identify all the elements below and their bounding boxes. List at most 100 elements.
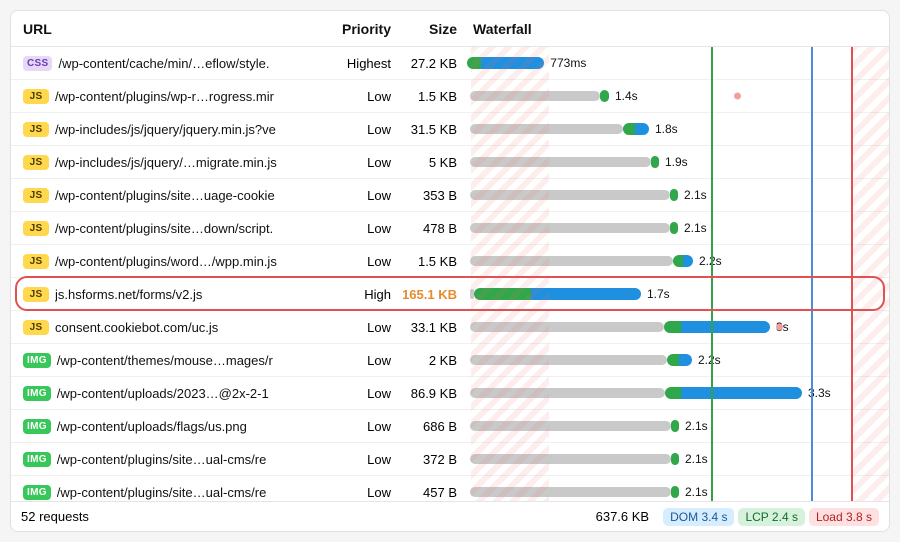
timing-label: 1.7s [647,287,670,301]
img-badge: IMG [23,419,51,434]
js-badge: JS [23,155,49,170]
timing-label: 2.1s [685,419,708,433]
table-body: CSS/wp-content/cache/min/…eflow/style. Hi… [11,47,889,509]
network-waterfall-panel: URL Priority Size Waterfall CSS/wp-conte… [10,10,890,532]
table-row[interactable]: JS/wp-includes/js/jquery/…migrate.min.js… [11,146,889,179]
size-cell: 478 B [397,221,467,236]
table-row[interactable]: IMG/wp-content/plugins/site…ual-cms/re Lo… [11,443,889,476]
size-cell: 1.5 KB [397,89,467,104]
size-cell: 372 B [397,452,467,467]
table-row[interactable]: IMG/wp-content/uploads/flags/us.png Low68… [11,410,889,443]
img-badge: IMG [23,485,51,500]
timing-label: 2.2s [699,254,722,268]
table-row[interactable]: IMG/wp-content/uploads/2023…@2x-2-1 Low86… [11,377,889,410]
table-row[interactable]: JS js.hsforms.net/forms/v2.js High165.1 KB… [11,278,889,311]
timing-label: 1.4s [615,89,638,103]
size-cell: 2 KB [397,353,467,368]
table-row[interactable]: CSS/wp-content/cache/min/…eflow/style. Hi… [11,47,889,80]
col-header-url[interactable]: URL [17,21,325,37]
css-badge: CSS [23,56,52,71]
priority-cell: Low [325,89,397,104]
img-badge: IMG [23,452,51,467]
timing-label: 773ms [550,56,586,70]
size-cell: 457 B [397,485,467,500]
js-badge: JS [23,320,49,335]
size-cell: 1.5 KB [397,254,467,269]
size-cell: 86.9 KB [397,386,467,401]
table-row[interactable]: JS/wp-content/plugins/word…/wpp.min.js Lo… [11,245,889,278]
url-text: js.hsforms.net/forms/v2.js [55,287,202,302]
timing-label: 3.3s [808,386,831,400]
lcp-pill: LCP 2.4 s [738,508,804,526]
marker-dot [776,324,783,331]
priority-cell: Low [325,188,397,203]
url-text: /wp-includes/js/jquery/jquery.min.js?ve [55,122,276,137]
waterfall-cell: 2.1s [467,410,883,442]
timing-label: 2.1s [685,485,708,499]
col-header-priority[interactable]: Priority [325,21,397,37]
priority-cell: High [325,287,397,302]
load-pill: Load 3.8 s [809,508,879,526]
size-cell: 686 B [397,419,467,434]
priority-cell: Low [325,353,397,368]
url-text: /wp-content/uploads/flags/us.png [57,419,247,434]
table-row[interactable]: IMG/wp-content/themes/mouse…mages/r Low2 … [11,344,889,377]
waterfall-cell: 3s [467,311,883,343]
js-badge: JS [23,221,49,236]
priority-cell: Low [325,155,397,170]
requests-count: 52 requests [21,509,89,524]
img-badge: IMG [23,386,51,401]
url-text: /wp-content/plugins/site…ual-cms/re [57,485,267,500]
url-text: /wp-content/themes/mouse…mages/r [57,353,273,368]
waterfall-cell: 1.7s [467,278,883,310]
priority-cell: Low [325,386,397,401]
waterfall-cell: 1.9s [467,146,883,178]
url-text: /wp-content/plugins/word…/wpp.min.js [55,254,277,269]
priority-cell: Highest [325,56,397,71]
waterfall-cell: 1.8s [467,113,883,145]
priority-cell: Low [325,221,397,236]
priority-cell: Low [325,452,397,467]
size-cell: 31.5 KB [397,122,467,137]
size-cell: 33.1 KB [397,320,467,335]
js-badge: JS [23,188,49,203]
timing-label: 2.1s [684,188,707,202]
url-text: consent.cookiebot.com/uc.js [55,320,218,335]
url-text: /wp-content/plugins/wp-r…rogress.mir [55,89,274,104]
table-row[interactable]: JS/wp-content/plugins/wp-r…rogress.mir Lo… [11,80,889,113]
priority-cell: Low [325,122,397,137]
timing-label: 1.8s [655,122,678,136]
table-header: URL Priority Size Waterfall [11,11,889,47]
url-text: /wp-includes/js/jquery/…migrate.min.js [55,155,277,170]
col-header-waterfall[interactable]: Waterfall [467,21,883,37]
timing-label: 2.1s [684,221,707,235]
url-text: /wp-content/plugins/site…down/script. [55,221,273,236]
js-badge: JS [23,287,49,302]
priority-cell: Low [325,254,397,269]
js-badge: JS [23,254,49,269]
col-header-size[interactable]: Size [397,21,467,37]
table-row[interactable]: JS/wp-includes/js/jquery/jquery.min.js?v… [11,113,889,146]
dom-pill: DOM 3.4 s [663,508,734,526]
size-cell: 165.1 KB [397,287,467,302]
img-badge: IMG [23,353,51,368]
url-text: /wp-content/plugins/site…ual-cms/re [57,452,267,467]
waterfall-cell: 2.2s [467,344,883,376]
table-row[interactable]: JSconsent.cookiebot.com/uc.jsLow33.1 KB3… [11,311,889,344]
table-row[interactable]: JS/wp-content/plugins/site…down/script. L… [11,212,889,245]
waterfall-cell: 773ms [467,47,883,79]
table-row[interactable]: JS/wp-content/plugins/site…uage-cookieLo… [11,179,889,212]
priority-cell: Low [325,419,397,434]
total-size: 637.6 KB [596,509,650,524]
priority-cell: Low [325,485,397,500]
marker-dot [734,93,741,100]
size-cell: 5 KB [397,155,467,170]
js-badge: JS [23,89,49,104]
url-text: /wp-content/uploads/2023…@2x-2-1 [57,386,269,401]
timing-label: 2.1s [685,452,708,466]
waterfall-cell: 2.2s [467,245,883,277]
size-cell: 353 B [397,188,467,203]
url-text: /wp-content/cache/min/…eflow/style. [58,56,269,71]
summary-footer: 52 requests 637.6 KB DOM 3.4 s LCP 2.4 s… [11,501,889,531]
timing-label: 1.9s [665,155,688,169]
